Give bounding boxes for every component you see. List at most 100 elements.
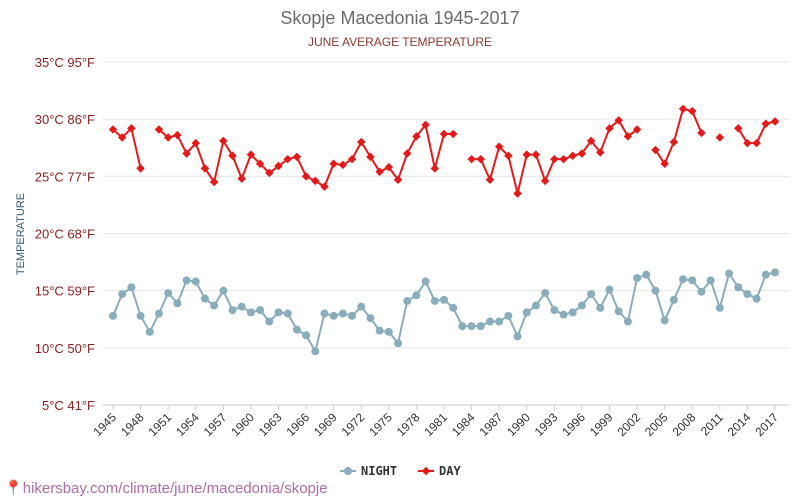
day-point (761, 119, 771, 128)
night-point (283, 309, 292, 318)
night-point (145, 327, 154, 336)
night-point (366, 314, 375, 323)
source-link[interactable]: 📍hikersbay.com/climate/june/macedonia/sk… (4, 479, 328, 497)
y-tick-label: 35°C 95°F (35, 55, 95, 70)
y-tick-label: 30°C 86°F (35, 112, 95, 127)
series-day (108, 104, 780, 198)
y-tick-label: 20°C 68°F (35, 227, 95, 242)
day-point (228, 151, 237, 160)
x-tick-label: 1948 (118, 410, 147, 439)
day-point (531, 150, 541, 159)
night-point (449, 303, 458, 312)
night-point (412, 291, 421, 300)
night-point (715, 303, 724, 312)
night-point (752, 294, 761, 303)
x-tick-label: 1987 (477, 410, 506, 439)
day-point (219, 136, 228, 146)
night-point (228, 306, 237, 315)
day-point (283, 154, 292, 164)
y-tick-label: 5°C 41°F (42, 398, 95, 413)
day-point (504, 151, 513, 160)
night-point (191, 277, 200, 286)
day-point (366, 152, 375, 162)
day-point (448, 129, 458, 139)
legend[interactable]: NIGHT DAY (340, 464, 461, 478)
night-point (348, 311, 357, 320)
day-point (476, 154, 486, 164)
series-night (109, 268, 779, 356)
night-point (504, 311, 513, 320)
night-point (403, 296, 412, 305)
x-tick-label: 1993 (532, 410, 561, 439)
legend-item-night[interactable]: NIGHT (340, 464, 397, 478)
day-point (568, 151, 577, 160)
day-point (347, 154, 357, 164)
day-point (127, 124, 136, 133)
day-point (200, 164, 210, 173)
night-point (154, 309, 163, 318)
x-axis: 1945194819511954195719601963196619691972… (90, 404, 790, 439)
day-point (173, 130, 182, 140)
night-point (265, 317, 274, 326)
day-point (154, 125, 164, 134)
day-point (412, 132, 421, 141)
day-point (522, 150, 531, 159)
night-point (329, 311, 338, 320)
night-line (112, 271, 776, 353)
day-point (752, 138, 761, 148)
y-tick-label: 10°C 50°F (35, 341, 95, 356)
night-point (761, 270, 770, 279)
chart-subtitle: JUNE AVERAGE TEMPERATURE (308, 35, 492, 49)
day-point (209, 177, 219, 187)
day-point (384, 162, 394, 172)
day-point (485, 175, 495, 185)
x-tick-label: 1954 (173, 410, 202, 439)
x-tick-label: 2002 (614, 410, 643, 439)
day-point (338, 160, 348, 170)
night-point (173, 299, 182, 308)
night-point (596, 303, 605, 312)
day-point (274, 161, 283, 171)
legend-marker (421, 466, 431, 476)
day-point (540, 176, 550, 186)
x-tick-label: 2008 (670, 410, 699, 439)
night-point (237, 302, 246, 311)
x-tick-label: 1960 (228, 410, 257, 439)
night-point (302, 331, 311, 340)
day-point (237, 174, 246, 183)
night-point (706, 276, 715, 285)
x-tick-label: 1957 (201, 410, 230, 439)
night-point (384, 327, 393, 336)
night-point (697, 287, 706, 296)
x-tick-label: 1951 (146, 410, 175, 439)
night-point (679, 275, 688, 284)
y-tick-label: 25°C 77°F (35, 169, 95, 184)
night-point (200, 294, 209, 303)
legend-item-day[interactable]: DAY (418, 464, 461, 478)
night-point (375, 326, 384, 335)
chart-title: Skopje Macedonia 1945-2017 (280, 8, 519, 28)
day-point (136, 164, 145, 173)
night-point (164, 288, 173, 297)
night-point (660, 316, 669, 325)
night-point (605, 285, 614, 294)
night-point (467, 322, 476, 331)
y-tick-label: 15°C 59°F (35, 284, 95, 299)
x-tick-label: 1975 (366, 410, 395, 439)
day-point (108, 125, 118, 134)
day-line (654, 107, 703, 165)
night-point (246, 308, 255, 317)
night-point (688, 276, 697, 285)
x-tick-label: 1978 (394, 410, 423, 439)
x-tick-label: 1996 (559, 410, 588, 439)
day-point (402, 149, 412, 158)
day-point (311, 176, 320, 186)
day-point (467, 154, 476, 164)
night-point (292, 325, 301, 334)
night-point (109, 311, 117, 320)
night-point (485, 317, 494, 326)
day-point (265, 168, 274, 178)
night-point (568, 308, 577, 317)
night-point (559, 310, 568, 319)
legend-label: NIGHT (361, 464, 397, 478)
